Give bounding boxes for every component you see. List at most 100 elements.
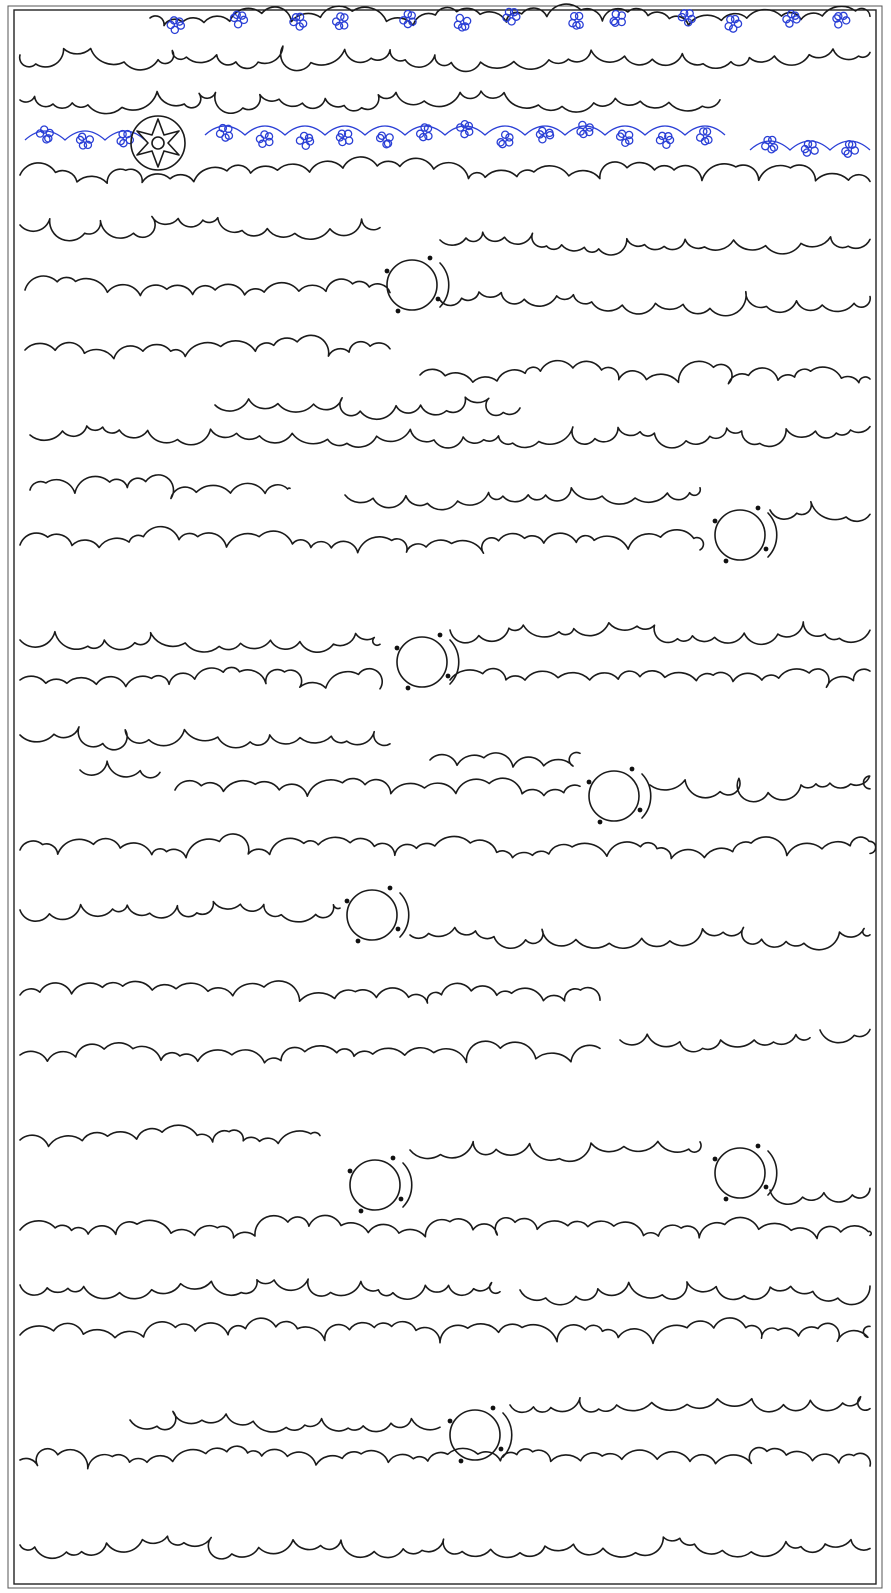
cloud-line [19, 726, 391, 751]
petal [175, 17, 184, 26]
medallion-dot [405, 685, 411, 691]
petal [609, 16, 618, 26]
petal [336, 12, 345, 21]
cloud-line [769, 500, 871, 523]
petal [839, 11, 848, 21]
medallion-dot [437, 632, 443, 638]
petal [702, 127, 712, 136]
medallion-dot [637, 807, 643, 813]
medallion [714, 509, 766, 561]
cloud-line [19, 525, 705, 554]
cloud-line [344, 487, 702, 511]
medallion-dot [390, 1155, 396, 1161]
petal [304, 133, 314, 143]
petal [730, 14, 740, 24]
petal [295, 22, 304, 31]
petal [264, 132, 274, 141]
cloud-line [19, 1124, 321, 1148]
petal [338, 137, 347, 147]
medallion-dot [712, 518, 718, 524]
medallion-dot [445, 673, 451, 679]
petal [578, 120, 587, 130]
petal [617, 11, 627, 20]
petal [331, 17, 341, 26]
medallion-dot [586, 779, 592, 785]
petal [295, 136, 305, 145]
medallion-dot [394, 645, 400, 651]
petal [763, 135, 772, 145]
petal [843, 149, 853, 158]
rosette-core [151, 136, 165, 150]
medallion-dot [387, 885, 393, 891]
medallions [344, 255, 778, 1464]
rosette [130, 115, 186, 171]
petal [295, 12, 305, 22]
petal [834, 11, 843, 21]
petal [85, 135, 95, 144]
medallion-dot [347, 1168, 353, 1174]
petal [498, 139, 507, 149]
petal [218, 123, 228, 133]
petal [221, 133, 230, 142]
petal [170, 25, 180, 35]
outer-frame [7, 5, 883, 1589]
petal [664, 132, 673, 141]
petal [728, 24, 738, 33]
cloud-line [24, 334, 391, 360]
medallion-dot [384, 268, 390, 274]
cloud-line [409, 1140, 702, 1163]
petal [841, 16, 851, 25]
petal [462, 16, 472, 26]
petal [574, 11, 584, 21]
cloud-line [19, 980, 601, 1004]
cloud-line [19, 90, 721, 115]
petal [500, 130, 510, 139]
cloud-line [19, 666, 383, 690]
petal [569, 11, 579, 21]
cloud-line [429, 751, 581, 768]
medallion [386, 259, 438, 311]
petal [305, 137, 315, 146]
medallion-dot [344, 898, 350, 904]
medallion-dot [358, 1208, 364, 1214]
medallion-dot [355, 938, 361, 944]
vine [204, 125, 726, 136]
medallion-dot [435, 296, 441, 302]
petal [260, 130, 269, 139]
medallion-dot [597, 819, 603, 825]
floral-band [24, 7, 871, 158]
petal [407, 11, 416, 20]
medallion-dot [427, 255, 433, 261]
cloud-line [79, 760, 161, 779]
petal [337, 129, 347, 138]
petal [289, 17, 298, 27]
petal [232, 10, 241, 20]
petal [239, 15, 249, 25]
petal [790, 11, 800, 20]
medallion-dot [763, 1184, 769, 1190]
petal [343, 129, 353, 139]
petal [611, 9, 621, 19]
cloud-line [19, 1445, 872, 1470]
medallion-dot [712, 1156, 718, 1162]
medallion [588, 770, 640, 822]
petal [509, 7, 519, 17]
petal [584, 127, 594, 137]
cloud-line [449, 667, 871, 689]
inner-frame [13, 9, 877, 1585]
cloud-line [24, 275, 391, 297]
cloud-line [819, 1028, 871, 1044]
medallion-dot [395, 926, 401, 932]
medallion-dot [723, 1196, 729, 1202]
petal [512, 12, 521, 21]
petal [538, 135, 547, 144]
petal [344, 136, 354, 145]
petal [83, 140, 93, 150]
cloud-line [769, 1187, 871, 1206]
medallion-arc [641, 773, 652, 819]
petal [460, 119, 470, 129]
cloud-line [129, 1410, 441, 1433]
medallion-dot [763, 546, 769, 552]
